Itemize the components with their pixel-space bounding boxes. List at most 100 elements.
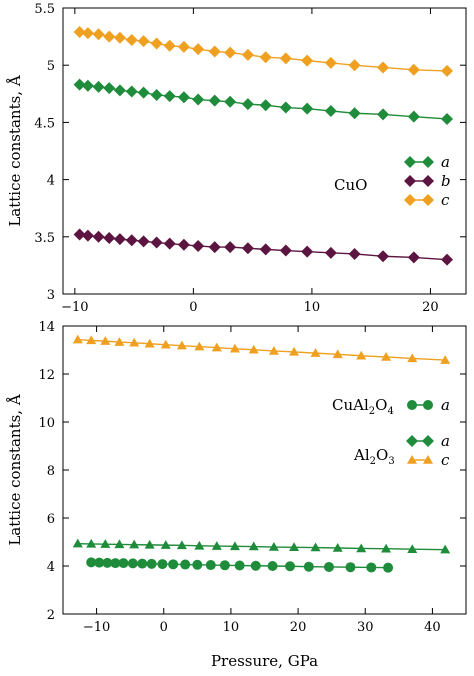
- x-tick-label: 0: [189, 300, 197, 315]
- data-point: [383, 562, 394, 573]
- data-point: [229, 343, 240, 353]
- data-point: [81, 27, 94, 40]
- plot-frame: [62, 325, 467, 615]
- plot-frame: [62, 7, 467, 295]
- data-point: [279, 52, 292, 65]
- data-point: [441, 253, 454, 266]
- legend-marker: [406, 435, 418, 447]
- x-tick-label: 0: [160, 620, 168, 635]
- data-point: [86, 557, 97, 568]
- data-point: [100, 539, 111, 548]
- data-point: [208, 45, 221, 58]
- data-point: [324, 104, 337, 117]
- data-point: [211, 541, 222, 550]
- legend-label: a: [441, 396, 450, 414]
- y-tick-label: 10: [38, 416, 55, 431]
- data-point: [72, 538, 83, 548]
- legend-label: a: [441, 153, 450, 171]
- data-point: [114, 539, 125, 549]
- data-point: [381, 351, 392, 361]
- legend-marker: [407, 455, 417, 464]
- data-point: [163, 237, 176, 250]
- data-point: [301, 54, 314, 67]
- data-point: [407, 63, 420, 76]
- legend-cuo: CuO abc: [334, 153, 451, 209]
- data-point: [241, 242, 254, 255]
- x-tick-label: 10: [304, 300, 321, 315]
- data-point: [229, 541, 240, 551]
- data-point: [192, 93, 205, 106]
- data-point: [114, 337, 125, 346]
- data-point: [192, 239, 205, 252]
- x-tick-label: −10: [83, 620, 110, 635]
- legend-label: c: [441, 451, 450, 469]
- data-point: [113, 233, 126, 246]
- data-point: [72, 334, 83, 344]
- data-point: [125, 234, 138, 247]
- legend-marker: [404, 194, 416, 206]
- data-point: [440, 355, 451, 364]
- data-point: [356, 543, 367, 553]
- y-axis-title: Lattice constants, Å: [6, 75, 24, 226]
- data-point: [248, 541, 259, 551]
- data-point: [103, 30, 116, 43]
- legend-group-label: CuO: [334, 176, 367, 194]
- data-point: [407, 110, 420, 123]
- data-point: [224, 241, 237, 254]
- y-tick-label: 4: [47, 560, 55, 575]
- data-point: [259, 51, 272, 64]
- legend-marker: [407, 400, 417, 410]
- y-tick-label: 14: [38, 320, 55, 335]
- data-point: [144, 539, 155, 549]
- data-point: [73, 78, 86, 91]
- data-point: [323, 561, 334, 572]
- series-b: [73, 228, 454, 266]
- data-point: [407, 353, 418, 363]
- data-point: [192, 43, 205, 56]
- legend-marker: [422, 175, 434, 187]
- data-point: [113, 84, 126, 97]
- data-point: [289, 542, 300, 552]
- data-point: [168, 559, 179, 570]
- data-point: [301, 102, 314, 115]
- y-tick-label: 4: [47, 174, 55, 189]
- series-a: [73, 78, 454, 125]
- legend-marker: [422, 194, 434, 206]
- data-point: [303, 561, 314, 572]
- data-point: [310, 348, 321, 357]
- data-point: [407, 251, 420, 264]
- legend-marker: [404, 156, 416, 168]
- legend-marker: [423, 400, 433, 410]
- data-point: [279, 244, 292, 257]
- data-point: [86, 335, 97, 345]
- y-tick-label: 3: [47, 288, 55, 303]
- legend-label: b: [441, 172, 451, 190]
- data-point: [332, 543, 343, 552]
- data-point: [129, 337, 140, 347]
- y-tick-label: 2: [47, 608, 55, 623]
- data-point: [146, 558, 157, 569]
- data-point: [177, 40, 190, 53]
- data-point: [310, 542, 321, 552]
- data-point: [137, 558, 148, 569]
- data-point: [103, 82, 116, 95]
- legend-label: c: [441, 191, 450, 209]
- series-Al2O3-a: [72, 538, 451, 554]
- x-tick-label: −10: [61, 300, 88, 315]
- data-point: [86, 538, 97, 548]
- data-point: [157, 559, 168, 570]
- data-point: [441, 112, 454, 125]
- data-point: [177, 91, 190, 104]
- data-point: [150, 236, 163, 249]
- data-point: [324, 246, 337, 259]
- y-tick-label: 6: [47, 512, 55, 527]
- data-point: [268, 345, 279, 355]
- series-CuAl2O4-a: [86, 557, 394, 573]
- y-tick-label: 3.5: [34, 231, 55, 246]
- legend-label: a: [441, 432, 450, 450]
- data-point: [94, 557, 105, 568]
- data-point: [81, 229, 94, 242]
- data-point: [192, 559, 203, 570]
- data-point: [348, 247, 361, 260]
